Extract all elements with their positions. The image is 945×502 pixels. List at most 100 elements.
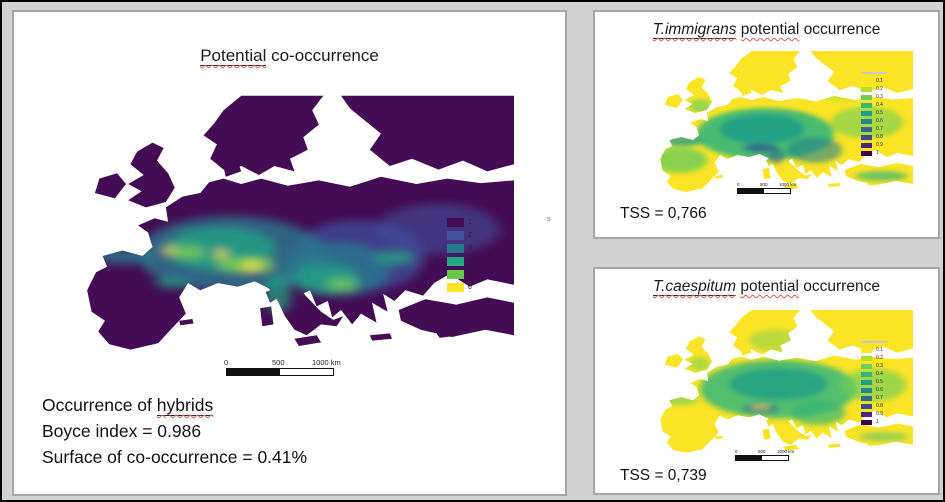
- legend-swatch: [861, 403, 872, 409]
- legend-swatch: [861, 102, 872, 108]
- legend-swatch: [861, 419, 872, 425]
- legend-item: 3: [447, 244, 472, 253]
- legend-label: 0.4: [876, 370, 883, 377]
- stats-line-boyce: Boyce index = 0.986: [42, 421, 202, 441]
- legend-label: 0.6: [876, 386, 883, 393]
- legend-swatch: [861, 355, 872, 361]
- legend-item: 0.4: [861, 101, 887, 108]
- legend-swatch: [447, 257, 464, 266]
- legend-item: 0.7: [861, 125, 887, 132]
- legend-item: 6: [447, 283, 472, 292]
- legend-swatch: [861, 411, 872, 417]
- legend-label: 0.9: [876, 141, 883, 148]
- scale-label-1000km: 1000 km: [777, 449, 795, 454]
- legend-item: 0.5: [861, 109, 887, 116]
- legend-label: 1: [876, 149, 879, 156]
- legend-swatch: [861, 110, 872, 116]
- legend-swatch: [861, 347, 872, 353]
- legend-item: 0.5: [861, 378, 887, 385]
- caespitum-title: T.caespitum potential occurrence: [595, 278, 938, 296]
- scale-label-0: 0: [737, 182, 740, 187]
- scale-bar-labels: 0 500 1000 km: [224, 358, 341, 368]
- scale-bar-rule: [735, 455, 789, 461]
- legend-item: 0.3: [861, 93, 887, 100]
- legend-label: 0.9: [876, 410, 883, 417]
- legend-swatch: [861, 395, 872, 401]
- co-occurrence-title: Potential co-occurrence: [14, 46, 565, 66]
- legend-label: 0.8: [876, 133, 883, 140]
- title-word-potential: Potential: [200, 46, 267, 65]
- immigrans-legend: 0.1 0.2 0.3 0.4 0.5 0.6 0.7 0.8 0.9 1: [861, 72, 887, 156]
- legend-label: 4: [468, 258, 472, 265]
- legend-item: 0.8: [861, 402, 887, 409]
- scale-bar-rule: [226, 368, 334, 376]
- legend-item: 0.3: [861, 362, 887, 369]
- immigrans-panel: T.immigrans potential occurrence: [593, 10, 940, 239]
- legend-label: 0.2: [876, 354, 883, 361]
- legend-label: 0.8: [876, 402, 883, 409]
- tss-value: TSS = 0,766: [620, 205, 707, 222]
- legend-item: 0.9: [861, 141, 887, 148]
- legend-label: 5: [468, 271, 472, 278]
- co-occurrence-legend: 1 2 3 4 5 6: [447, 218, 472, 292]
- legend-label: 0.5: [876, 109, 883, 116]
- legend-item: 0.2: [861, 85, 887, 92]
- stats-word-hybrids: hybrids: [156, 395, 214, 415]
- legend-label: 0.7: [876, 394, 883, 401]
- legend-item: 0.9: [861, 410, 887, 417]
- scale-label-1000km: 1000 km: [312, 358, 341, 367]
- scale-bar-labels: 0 500 1000 km: [737, 182, 796, 188]
- caespitum-panel: T.caespitum potential occurrence: [593, 267, 940, 495]
- stray-mark: s: [547, 216, 551, 223]
- title-rest: occurrence: [803, 21, 881, 38]
- legend-label: 6: [468, 284, 472, 291]
- legend-label: 0.1: [876, 77, 883, 84]
- scale-bar: 0 500 1000 km: [737, 182, 796, 194]
- scale-bar-labels: 0 500 1000 km: [735, 449, 794, 455]
- legend-label: 1: [876, 418, 879, 425]
- legend-swatch: [447, 231, 464, 240]
- legend-label: 0.5: [876, 378, 883, 385]
- legend-label: 0.1: [876, 346, 883, 353]
- scale-label-500: 500: [272, 358, 285, 367]
- legend-item: 5: [447, 270, 472, 279]
- legend-item: 4: [447, 257, 472, 266]
- legend-swatch: [861, 150, 872, 156]
- legend-label: 0.2: [876, 85, 883, 92]
- legend-item: 0.4: [861, 370, 887, 377]
- legend-label: 2: [468, 232, 472, 239]
- legend-item: 0.2: [861, 354, 887, 361]
- scale-bar-rule: [737, 188, 791, 194]
- legend-item: 0.6: [861, 118, 887, 124]
- caespitum-legend: 0.1 0.2 0.3 0.4 0.5 0.6 0.7 0.8 0.9 1: [861, 341, 887, 425]
- legend-item: 1: [861, 149, 887, 156]
- legend-swatch: [447, 244, 464, 253]
- legend-item: 0.1: [861, 77, 887, 84]
- stats-line-hybrids: Occurrence of hybrids: [42, 392, 307, 418]
- legend-label: 3: [468, 245, 472, 252]
- caespitum-map: [660, 310, 913, 453]
- legend-swatch: [861, 371, 872, 377]
- species-name-caespitum: T.caespitum: [653, 278, 737, 295]
- legend-swatch: [447, 270, 464, 279]
- legend-swatch: [447, 218, 464, 227]
- legend-label: 0.3: [876, 362, 883, 369]
- legend-item: 0.6: [861, 386, 887, 393]
- legend-swatch: [447, 283, 464, 292]
- co-occurrence-panel: Potential co-occurrence: [12, 10, 567, 496]
- legend-label: 0.3: [876, 93, 883, 100]
- legend-label: 0.7: [876, 125, 883, 132]
- legend-swatch: [861, 387, 872, 393]
- legend-swatch: [861, 94, 872, 100]
- title-rest: co-occurrence: [271, 46, 379, 65]
- legend-label: 0.4: [876, 101, 883, 108]
- legend-swatch: [861, 126, 872, 132]
- legend-swatch: [861, 134, 872, 140]
- legend-item: 0.7: [861, 394, 887, 401]
- scale-label-500: 500: [758, 449, 766, 454]
- stats-block: Occurrence of hybrids Boyce index = 0.98…: [42, 392, 307, 470]
- legend-swatch: [861, 379, 872, 385]
- title-rest: occurrence: [803, 278, 880, 295]
- title-word-potential: potential: [740, 278, 799, 295]
- legend-item: 1: [861, 418, 887, 425]
